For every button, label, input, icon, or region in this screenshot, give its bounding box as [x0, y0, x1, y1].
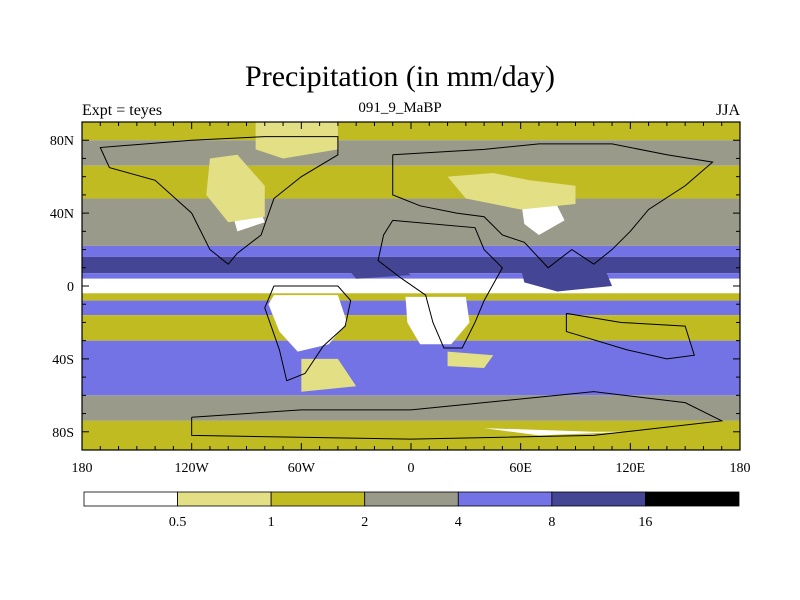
precip-patch — [255, 122, 338, 159]
precip-band — [82, 395, 740, 421]
precip-patch — [268, 295, 348, 352]
precip-band — [82, 122, 740, 141]
colorbar-label: 2 — [361, 515, 368, 530]
precip-patch — [447, 173, 576, 210]
colorbar-swatch — [270, 491, 366, 507]
lat-tick-label: 40N — [50, 207, 74, 222]
lon-tick-label: 60E — [509, 461, 532, 476]
precip-band — [82, 273, 740, 279]
coastline — [377, 219, 504, 349]
precip-patch — [520, 264, 613, 292]
colorbar-swatch — [457, 491, 553, 507]
colorbar-swatch — [177, 491, 272, 507]
precip-band — [82, 340, 740, 396]
precip-band — [82, 245, 740, 257]
coastlines — [99, 136, 724, 440]
experiment-label: Expt = teyes — [82, 102, 163, 119]
colorbar-label: 1 — [268, 515, 275, 530]
lon-tick-label: 0 — [408, 461, 415, 476]
precip-patch — [405, 296, 470, 345]
lon-tick-label: 60W — [288, 461, 316, 476]
lon-tick-label: 120E — [616, 461, 646, 476]
lat-tick-label: 80S — [52, 426, 74, 441]
precip-patch — [484, 428, 631, 436]
coastline — [392, 143, 714, 269]
colorbar-label: 4 — [455, 515, 462, 530]
colorbar-swatch — [364, 491, 459, 507]
lat-tick-label: 0 — [67, 280, 74, 295]
precip-patch — [206, 154, 265, 223]
precip-patch — [347, 260, 411, 279]
precip-patch — [447, 351, 494, 368]
axes: 80N 40N 0 40S 80S 180 120W 60W 0 60E 120E 180 — [50, 121, 751, 476]
coastline — [99, 136, 339, 265]
precip-band — [82, 140, 740, 166]
precip-band — [82, 165, 740, 199]
time-label: 091_9_MaBP — [358, 100, 442, 116]
lon-tick-label: 180 — [72, 461, 93, 476]
precipitation-field — [82, 122, 740, 450]
lat-tick-label: 40S — [52, 353, 74, 368]
map-title: Precipitation (in mm/day) — [245, 60, 555, 93]
colorbar-swatch — [83, 491, 178, 507]
season-label: JJA — [715, 102, 740, 119]
colorbar-swatch — [645, 491, 740, 507]
lon-tick-label: 120W — [175, 461, 210, 476]
precip-band — [82, 278, 740, 294]
coastline — [264, 285, 352, 382]
lon-tick-label: 180 — [730, 461, 751, 476]
lat-tick-label: 80N — [50, 134, 74, 149]
coastline — [191, 391, 724, 440]
colorbar-swatch — [551, 491, 646, 507]
precip-band — [82, 256, 740, 274]
colorbar-label: 0.5 — [169, 515, 187, 530]
colorbar-label: 8 — [548, 515, 555, 530]
coastline — [565, 312, 695, 360]
colorbar: 0.5 1 2 4 8 16 — [83, 491, 740, 530]
colorbar-label: 16 — [638, 515, 652, 530]
precip-patch — [301, 358, 357, 392]
